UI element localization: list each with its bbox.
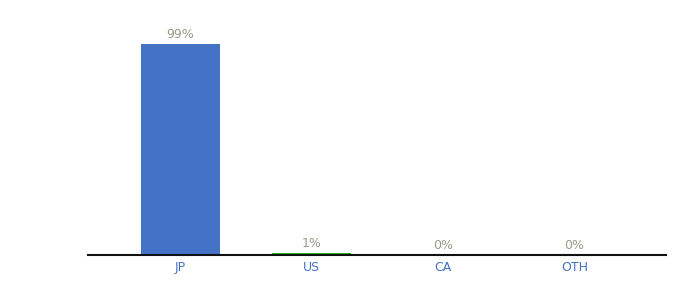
Text: 0%: 0%: [564, 239, 584, 252]
Text: 1%: 1%: [302, 237, 322, 250]
Bar: [272, 253, 351, 255]
Text: 99%: 99%: [167, 28, 194, 41]
Text: 0%: 0%: [433, 239, 453, 252]
Bar: [141, 44, 220, 255]
